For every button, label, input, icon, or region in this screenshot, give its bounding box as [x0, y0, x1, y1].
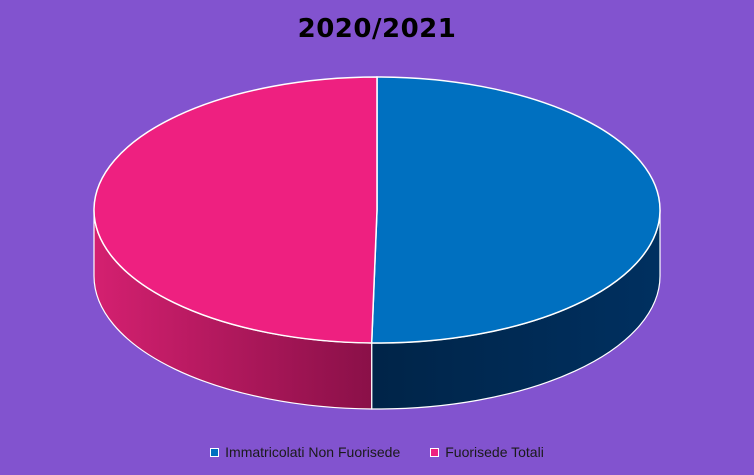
legend-swatch-non-fuorisede: [210, 447, 220, 457]
legend-swatch-fuorisede: [430, 447, 440, 457]
legend: Immatricolati Non Fuorisede Fuorisede To…: [0, 444, 754, 460]
slice-non-fuorisede: [370, 76, 661, 344]
slice-fuorisede: [93, 76, 378, 344]
legend-label-fuorisede: Fuorisede Totali: [445, 444, 544, 460]
legend-item-non-fuorisede: Immatricolati Non Fuorisede: [210, 444, 400, 460]
legend-label-non-fuorisede: Immatricolati Non Fuorisede: [225, 444, 401, 460]
legend-item-fuorisede: Fuorisede Totali: [430, 444, 544, 460]
chart-title: 2020/2021: [297, 14, 457, 44]
